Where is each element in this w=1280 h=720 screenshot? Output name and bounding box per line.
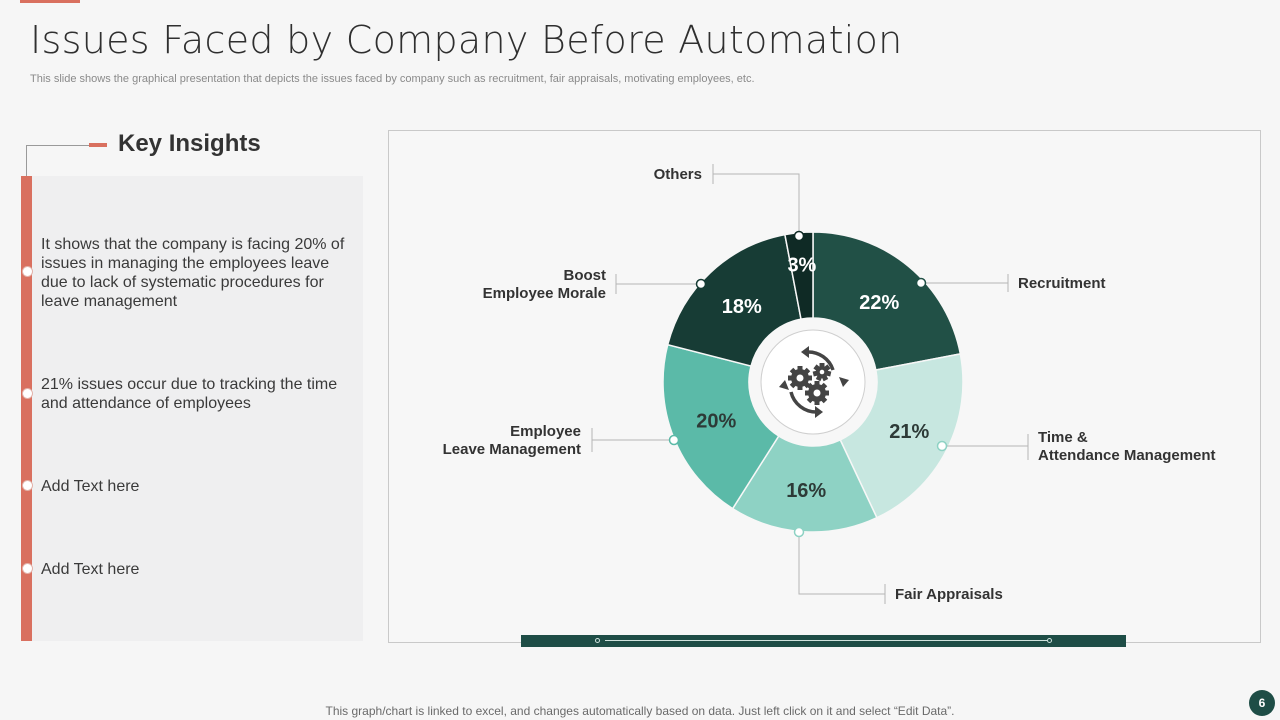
slide-subtitle: This slide shows the graphical presentat…: [30, 73, 755, 85]
leader-marker: [915, 277, 927, 289]
footer-note: This graph/chart is linked to excel, and…: [325, 704, 955, 718]
insights-title: Key Insights: [118, 130, 261, 157]
insights-accent-bar: [21, 176, 32, 641]
category-label-others: Others: [654, 166, 702, 183]
category-label-time-attendance: Time & Attendance Management: [1038, 429, 1216, 464]
insight-item: Add Text here: [41, 478, 140, 495]
leader-marker: [695, 278, 707, 290]
insight-item: 21% issues occur due to tracking the tim…: [41, 376, 338, 412]
insight-item: It shows that the company is facing 20% …: [41, 236, 345, 310]
insight-bullet-dot: [23, 564, 32, 573]
slice-value-label: 18%: [722, 296, 762, 318]
slice-value-label: 16%: [786, 480, 826, 502]
chart-bottom-bar: [521, 635, 1126, 647]
slide-title: Issues Faced by Company Before Automatio…: [30, 18, 903, 62]
center-icon-ring: [760, 329, 866, 435]
top-accent-bar: [20, 0, 80, 3]
leader-line: [713, 173, 800, 236]
category-label-leave-management: Employee Leave Management: [443, 423, 581, 458]
page-number-badge: 6: [1249, 690, 1275, 716]
leader-line: [798, 532, 885, 595]
gears-refresh-icon: [779, 346, 849, 418]
category-label-recruitment: Recruitment: [1018, 275, 1106, 292]
slice-value-label: 3%: [787, 255, 816, 277]
insight-item: Add Text here: [41, 561, 140, 578]
insight-bullet-dot: [23, 389, 32, 398]
category-label-fair-appraisals: Fair Appraisals: [895, 586, 1003, 603]
bottom-bar-dot: [1047, 638, 1052, 643]
leader-marker: [936, 440, 948, 452]
insights-connector-vertical: [26, 146, 27, 176]
slice-value-label: 21%: [889, 421, 929, 443]
leader-marker: [668, 434, 680, 446]
category-label-boost-morale: Boost Employee Morale: [483, 267, 606, 302]
insights-connector-horizontal: [26, 145, 90, 146]
insights-title-dash: [89, 143, 107, 147]
bottom-bar-line: [605, 640, 1047, 641]
insights-panel: [21, 176, 363, 641]
leader-marker: [793, 230, 805, 242]
leader-marker: [793, 526, 805, 538]
slice-value-label: 20%: [696, 410, 736, 432]
slice-value-label: 22%: [859, 292, 899, 314]
insight-bullet-dot: [23, 481, 32, 490]
insight-bullet-dot: [23, 267, 32, 276]
bottom-bar-dot: [595, 638, 600, 643]
